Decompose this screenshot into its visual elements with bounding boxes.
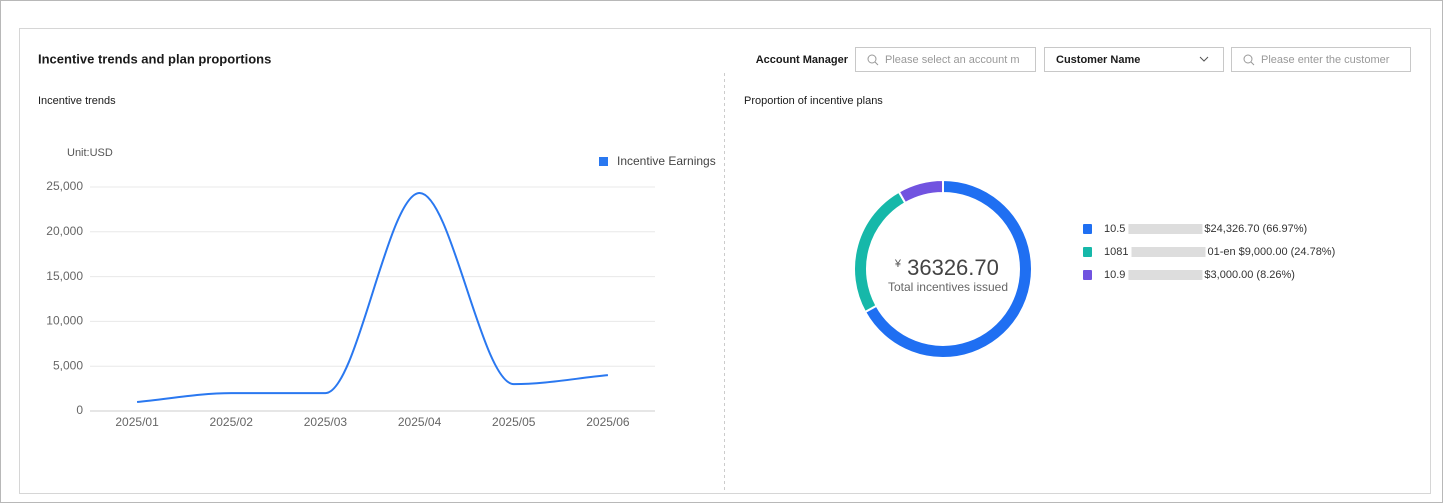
card-title: Incentive trends and plan proportions [38, 51, 271, 66]
value-label: $3,000.00 (8.26%) [1204, 269, 1295, 281]
legend-label: 1081 [1104, 246, 1128, 258]
legend-swatch [1083, 270, 1092, 280]
center-label: Total incentives issued [888, 280, 1008, 294]
legend-swatch [1083, 224, 1092, 234]
y-tick-label: 0 [76, 403, 83, 417]
center-value: 36326.70 [907, 255, 999, 280]
select-value: Customer Name [1056, 54, 1140, 66]
blurred-text [1128, 224, 1203, 234]
y-tick-label: 5,000 [53, 358, 83, 372]
x-tick-label: 2025/05 [492, 415, 536, 429]
placeholder: Please select an account m [885, 54, 1020, 66]
input-box[interactable] [855, 47, 1036, 72]
search-icon [867, 54, 877, 64]
chevron [1199, 56, 1209, 62]
line-series [136, 192, 609, 404]
customer-select[interactable]: Customer Name [1044, 47, 1224, 72]
select-box[interactable] [1044, 47, 1224, 72]
customer-input[interactable]: Please enter the customer [1231, 47, 1411, 72]
chart-title: Incentive trends [38, 95, 116, 107]
donut-segment [897, 178, 944, 205]
legend-label: Incentive Earnings [617, 154, 716, 168]
x-tick-label: 2025/03 [304, 415, 348, 429]
y-tick-label: 20,000 [46, 224, 83, 238]
y-tick-label: 15,000 [46, 269, 83, 283]
account-manager-input[interactable]: Please select an account m [855, 47, 1036, 72]
search-icon [1250, 61, 1255, 66]
filter-label: Account Manager [756, 54, 849, 66]
legend-swatch [599, 157, 608, 166]
x-tick-label: 2025/06 [586, 415, 630, 429]
y-tick-label: 10,000 [46, 314, 83, 328]
blurred-text [1128, 270, 1203, 280]
legend-label: 10.9 [1104, 269, 1125, 281]
search-icon [1243, 54, 1253, 64]
placeholder: Please enter the customer [1261, 54, 1390, 66]
x-tick-label: 2025/01 [115, 415, 159, 429]
y-tick-label: 25,000 [46, 179, 83, 193]
legend-suffix: 01-en [1207, 246, 1235, 258]
chart-title: Proportion of incentive plans [744, 95, 883, 107]
center-prefix: ¥ [894, 258, 902, 270]
blurred-text [1131, 247, 1206, 257]
legend-label: 10.5 [1104, 223, 1125, 235]
x-tick-label: 2025/02 [210, 415, 254, 429]
x-tick-label: 2025/04 [398, 415, 442, 429]
legend-swatch [1083, 247, 1092, 257]
input-box[interactable] [1231, 47, 1411, 72]
value-label: $9,000.00 (24.78%) [1239, 246, 1336, 258]
value-label: $24,326.70 (66.97%) [1204, 223, 1307, 235]
unit-label: Unit:USD [67, 147, 113, 159]
search-icon [874, 61, 879, 66]
